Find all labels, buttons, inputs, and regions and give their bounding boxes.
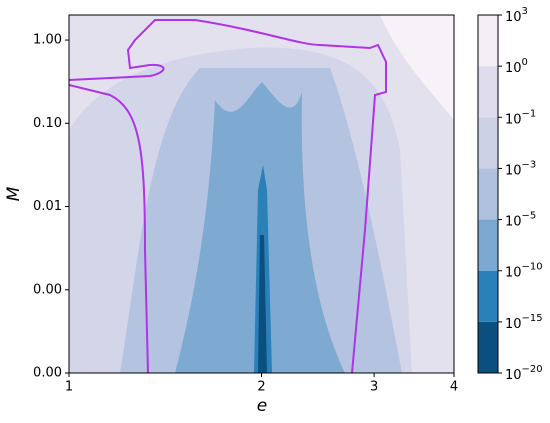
colorbar-tick-label: 10−15 xyxy=(505,313,543,332)
x-tick-label: 3 xyxy=(370,380,378,395)
colorbar-tick-label: 100 xyxy=(505,57,528,76)
x-axis-label: e xyxy=(257,396,267,416)
y-tick-label: 0.00 xyxy=(33,282,62,297)
colorbar-segment xyxy=(478,321,498,373)
colorbar-tick-label: 10−20 xyxy=(505,364,543,383)
y-tick-label: 0.00 xyxy=(33,366,62,381)
colorbar-tick-label: 103 xyxy=(505,6,528,25)
y-tick-label: 1.00 xyxy=(33,33,62,48)
colorbar-tick-label: 10−1 xyxy=(505,108,536,127)
contour-line xyxy=(69,84,149,373)
colorbar-segment xyxy=(478,66,498,118)
contour-fills xyxy=(69,15,454,373)
fill-region xyxy=(380,15,454,120)
colorbar-segment xyxy=(478,168,498,220)
colorbar-segment xyxy=(478,219,498,271)
colorbar-segment xyxy=(478,15,498,67)
y-tick-label: 0.01 xyxy=(33,199,62,214)
contour-line xyxy=(69,19,387,373)
colorbar-frame xyxy=(477,14,499,374)
fill-region xyxy=(258,235,267,373)
y-tick-label: 0.10 xyxy=(33,116,62,131)
y-axis-label: M xyxy=(4,186,24,201)
x-tick-label: 2 xyxy=(257,380,265,395)
colorbar-segment xyxy=(478,117,498,169)
colorbar-tick-label: 10−3 xyxy=(505,159,536,178)
x-tick-label: 1 xyxy=(65,380,73,395)
colorbar-segment xyxy=(478,270,498,322)
colorbar-tick-label: 10−10 xyxy=(505,262,543,281)
x-tick-label: 4 xyxy=(450,380,458,395)
colorbar-tick-label: 10−5 xyxy=(505,211,536,230)
